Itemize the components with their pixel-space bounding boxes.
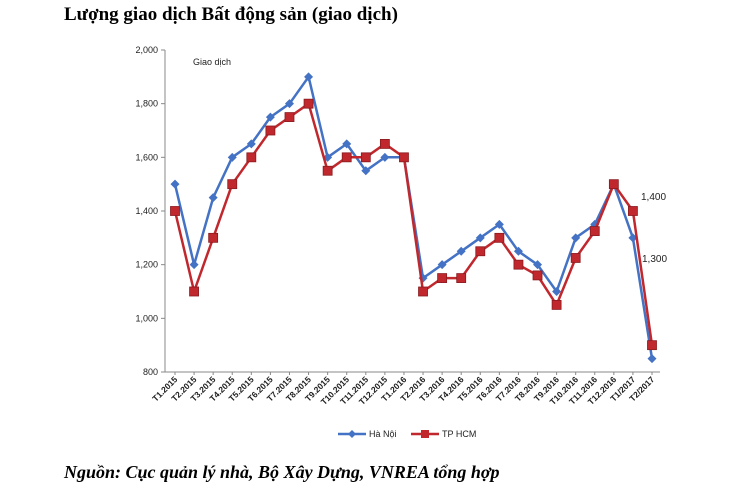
data-point-tp-hcm	[418, 286, 428, 297]
data-point-ha-noi	[647, 354, 657, 364]
data-point-tp-hcm	[494, 232, 505, 243]
y-tick-label: 1,800	[135, 99, 158, 109]
data-point-tp-hcm	[551, 300, 562, 310]
data-point-tp-hcm	[341, 152, 352, 163]
y-tick-label: 1,400	[135, 206, 158, 216]
data-point-tp-hcm	[265, 125, 276, 136]
data-point-tp-hcm	[608, 179, 619, 190]
data-point-tp-hcm	[399, 152, 409, 163]
y-tick-label: 1,200	[135, 260, 158, 270]
data-point-ha-noi	[208, 193, 218, 203]
y-tick-label: 1,600	[135, 152, 158, 162]
data-point-tp-hcm	[513, 259, 524, 270]
data-point-tp-hcm	[227, 179, 238, 190]
legend-label-tp-hcm: TP HCM	[442, 429, 476, 439]
data-point-tp-hcm	[303, 98, 314, 109]
page-title: Lượng giao dịch Bất động sản (giao dịch)	[64, 4, 398, 25]
chart-series	[170, 72, 657, 364]
chart-axes	[161, 49, 660, 375]
data-point-ha-noi	[170, 179, 180, 189]
legend-marker-ha-noi	[348, 430, 356, 438]
data-point-ha-noi	[533, 260, 543, 270]
data-point-tp-hcm	[284, 112, 295, 122]
data-point-ha-noi	[342, 139, 352, 149]
y-unit-label: Giao dịch	[193, 57, 231, 67]
data-point-tp-hcm	[532, 270, 543, 281]
source-note: Nguồn: Cục quản lý nhà, Bộ Xây Dựng, VNR…	[64, 462, 500, 482]
data-point-tp-hcm	[379, 139, 390, 149]
data-point-ha-noi	[552, 287, 562, 296]
annotation-ha-noi-last: 1,300	[642, 254, 667, 265]
legend-label-ha-noi: Hà Nội	[369, 429, 397, 439]
data-point-ha-noi	[265, 112, 275, 122]
data-point-tp-hcm	[322, 165, 333, 176]
data-point-tp-hcm	[246, 152, 257, 163]
data-point-ha-noi	[513, 246, 523, 256]
legend-marker-tp-hcm	[421, 430, 429, 438]
y-tick-label: 800	[143, 367, 158, 377]
data-point-ha-noi	[304, 72, 314, 82]
x-tick-labels: T1.2015T2.2015T3.2015T4.2015T5.2015T6.20…	[150, 374, 656, 407]
data-point-ha-noi	[246, 139, 256, 149]
data-point-ha-noi	[475, 233, 485, 243]
data-point-ha-noi	[494, 219, 504, 229]
data-point-ha-noi	[437, 260, 447, 270]
data-point-tp-hcm	[647, 340, 657, 351]
data-point-tp-hcm	[570, 253, 581, 263]
data-point-tp-hcm	[360, 152, 371, 163]
data-point-tp-hcm	[456, 273, 467, 283]
data-point-tp-hcm	[589, 226, 600, 237]
data-point-tp-hcm	[189, 286, 199, 297]
data-point-ha-noi	[571, 233, 581, 243]
data-point-ha-noi	[189, 260, 199, 270]
series-line-tp-hcm	[173, 102, 654, 346]
data-point-tp-hcm	[437, 273, 448, 283]
data-point-ha-noi	[284, 99, 294, 109]
y-tick-label: 1,000	[135, 313, 158, 323]
data-point-tp-hcm	[208, 232, 219, 243]
data-point-ha-noi	[380, 152, 390, 162]
data-point-tp-hcm	[170, 206, 180, 216]
data-point-ha-noi	[227, 152, 237, 162]
data-point-ha-noi	[456, 246, 466, 256]
y-tick-label: 2,000	[135, 45, 158, 55]
data-point-tp-hcm	[628, 206, 638, 216]
y-tick-labels: 800 1,000 1,200 1,400 1,600 1,800 2,000	[135, 45, 158, 377]
data-point-ha-noi	[361, 166, 371, 176]
annotation-tp-hcm-last: 1,400	[641, 192, 666, 203]
chart-legend: Hà Nội TP HCM	[338, 429, 476, 439]
data-point-tp-hcm	[475, 246, 486, 257]
